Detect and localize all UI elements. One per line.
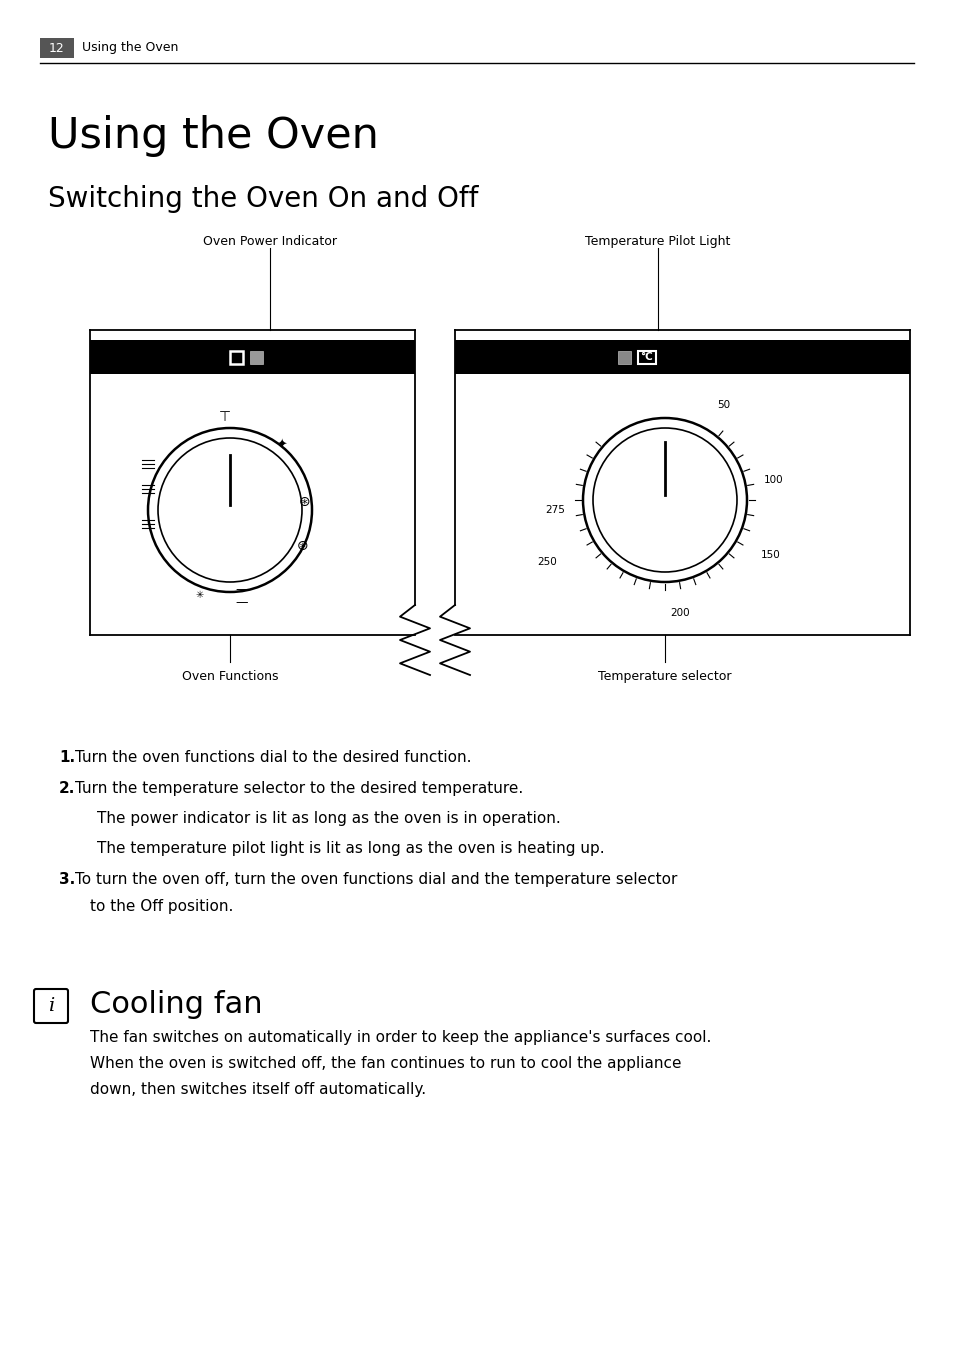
Text: 12: 12: [49, 42, 65, 54]
FancyBboxPatch shape: [251, 350, 263, 364]
Text: Turn the temperature selector to the desired temperature.: Turn the temperature selector to the des…: [75, 781, 522, 796]
Text: —: —: [235, 596, 248, 610]
Text: Temperature Pilot Light: Temperature Pilot Light: [585, 235, 730, 247]
Text: The temperature pilot light is lit as long as the oven is heating up.: The temperature pilot light is lit as lo…: [97, 841, 604, 856]
Circle shape: [158, 438, 302, 581]
Text: Using the Oven: Using the Oven: [48, 115, 378, 157]
Text: Switching the Oven On and Off: Switching the Oven On and Off: [48, 185, 477, 214]
Text: 150: 150: [760, 550, 780, 560]
FancyBboxPatch shape: [618, 350, 631, 364]
Text: Using the Oven: Using the Oven: [82, 42, 178, 54]
Text: ⊛: ⊛: [299, 495, 311, 508]
Text: Turn the oven functions dial to the desired function.: Turn the oven functions dial to the desi…: [75, 750, 471, 765]
Text: ⊤: ⊤: [218, 410, 231, 425]
Text: The power indicator is lit as long as the oven is in operation.: The power indicator is lit as long as th…: [97, 811, 560, 826]
Text: ✦: ✦: [276, 438, 287, 452]
Text: 3.: 3.: [59, 872, 75, 887]
Circle shape: [593, 429, 737, 572]
Text: 50: 50: [717, 400, 729, 410]
Text: to the Off position.: to the Off position.: [90, 899, 233, 914]
Text: Cooling fan: Cooling fan: [90, 990, 262, 1019]
Text: i: i: [48, 996, 54, 1015]
FancyBboxPatch shape: [40, 38, 74, 58]
Text: 200: 200: [670, 608, 689, 618]
Text: Oven Functions: Oven Functions: [182, 671, 278, 683]
Text: To turn the oven off, turn the oven functions dial and the temperature selector: To turn the oven off, turn the oven func…: [75, 872, 677, 887]
Text: —: —: [235, 584, 248, 596]
FancyBboxPatch shape: [455, 339, 909, 375]
Text: 275: 275: [544, 506, 564, 515]
Text: 250: 250: [537, 557, 557, 566]
Text: ✳: ✳: [195, 589, 204, 600]
Text: 1.: 1.: [59, 750, 75, 765]
Text: °C: °C: [640, 352, 653, 362]
Text: The fan switches on automatically in order to keep the appliance's surfaces cool: The fan switches on automatically in ord…: [90, 1030, 711, 1045]
Text: ⊛: ⊛: [297, 539, 309, 553]
Text: 100: 100: [763, 475, 782, 485]
Text: 2.: 2.: [58, 781, 75, 796]
FancyBboxPatch shape: [90, 339, 415, 375]
Text: When the oven is switched off, the fan continues to run to cool the appliance: When the oven is switched off, the fan c…: [90, 1056, 680, 1071]
Text: Oven Power Indicator: Oven Power Indicator: [203, 235, 336, 247]
Text: Temperature selector: Temperature selector: [598, 671, 731, 683]
Text: down, then switches itself off automatically.: down, then switches itself off automatic…: [90, 1082, 426, 1096]
